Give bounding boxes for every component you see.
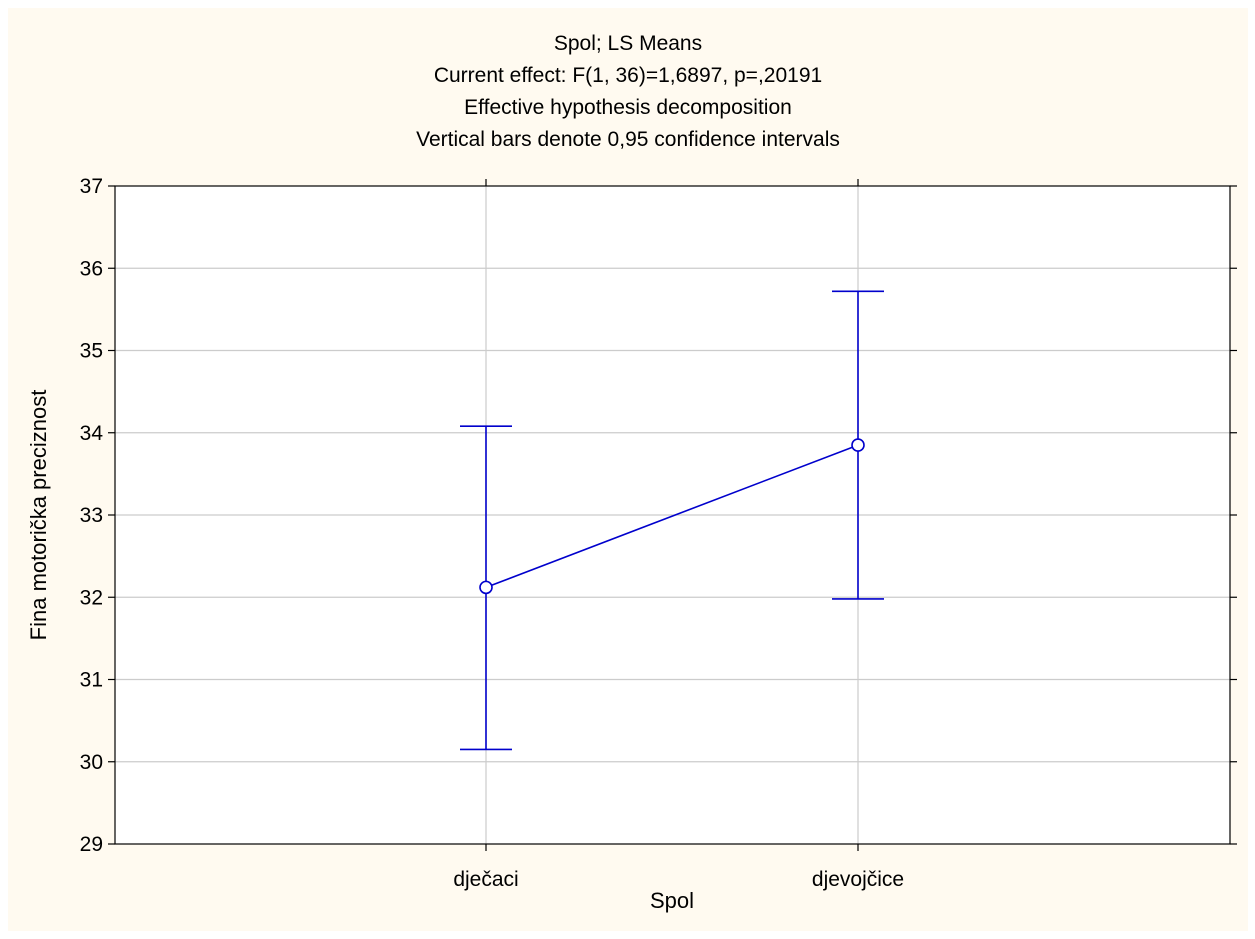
- x-axis-title: Spol: [650, 888, 694, 913]
- y-axis-ticks: 29 30 31 32 33 34 35 36 37: [80, 175, 1237, 856]
- series: [460, 290, 884, 751]
- data-point: [851, 438, 865, 452]
- title-line-4: Vertical bars denote 0,95 confidence int…: [416, 128, 840, 151]
- x-tick-label: djevojčice: [812, 868, 904, 891]
- y-tick-label: 33: [80, 504, 103, 527]
- y-tick-label: 32: [80, 586, 103, 609]
- mean-line: [485, 444, 859, 589]
- title-line-3: Effective hypothesis decomposition: [464, 96, 792, 119]
- x-tick-label: dječaci: [453, 868, 518, 891]
- y-tick-label: 37: [80, 175, 103, 198]
- y-tick-label: 29: [80, 833, 103, 856]
- title-line-2: Current effect: F(1, 36)=1,6897, p=,2019…: [434, 64, 822, 87]
- y-tick-label: 30: [80, 751, 103, 774]
- y-tick-label: 36: [80, 257, 103, 280]
- chart-title: Spol; LS Means Current effect: F(1, 36)=…: [416, 32, 840, 151]
- title-line-1: Spol; LS Means: [554, 32, 702, 55]
- y-tick-label: 35: [80, 340, 103, 363]
- y-tick-label: 34: [80, 422, 104, 445]
- x-axis-ticks: dječaci djevojčice: [453, 179, 904, 891]
- y-tick-label: 31: [80, 669, 103, 692]
- data-point: [479, 580, 493, 595]
- y-axis-title: Fina motorička preciznost: [26, 390, 51, 641]
